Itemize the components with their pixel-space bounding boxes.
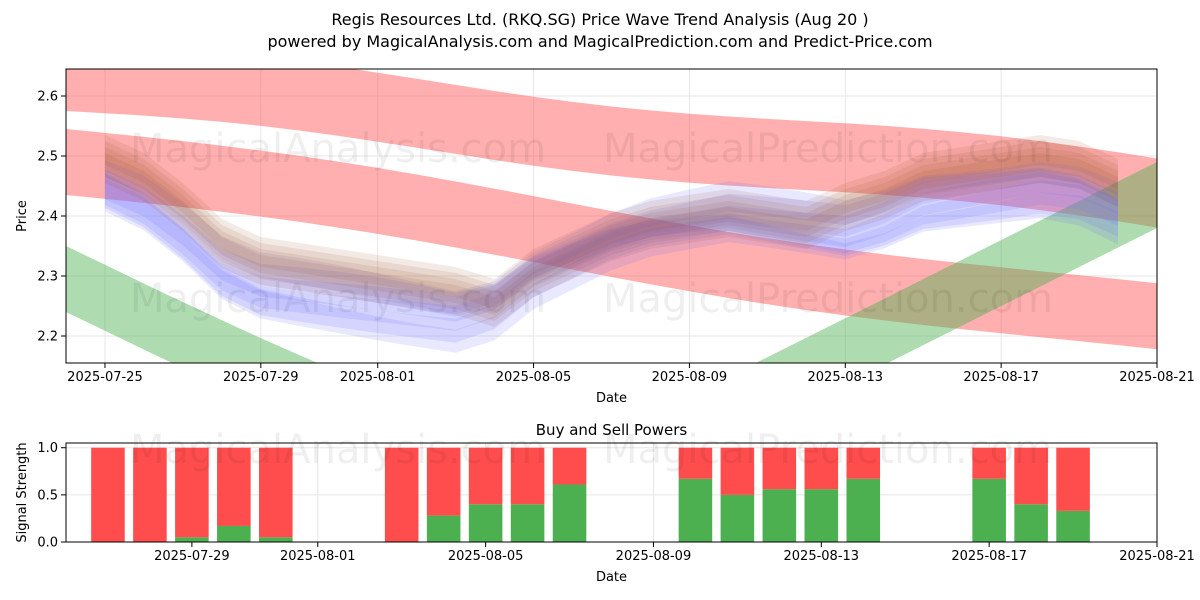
sell-power-bar	[720, 447, 755, 495]
sell-power-bar	[510, 447, 545, 505]
price-y-tick-label: 2.5	[37, 150, 58, 165]
blue-wave-band	[105, 154, 1118, 331]
buy-power-bar	[1014, 504, 1048, 542]
sell-power-bar	[217, 447, 251, 526]
power-y-tick-label: 1.0	[37, 441, 58, 456]
blue-wave-band	[105, 143, 1118, 315]
power-x-axis-label: Date	[596, 570, 627, 585]
power-y-axis-label: Signal Strength	[15, 442, 30, 542]
buy-power-bar	[720, 494, 755, 542]
blue-wave-band	[105, 161, 1118, 343]
price-x-tick-label: 2025-08-17	[963, 370, 1039, 385]
price-x-tick-label: 2025-07-29	[223, 370, 299, 385]
buy-power-bar	[678, 478, 713, 542]
power-y-tick-label: 0.5	[37, 488, 58, 503]
blue-wave-band	[105, 174, 1118, 353]
buy-power-bar	[762, 489, 797, 542]
price-y-tick-label: 2.6	[37, 90, 58, 105]
sell-power-bar	[175, 447, 209, 538]
buy-power-bar	[259, 537, 293, 542]
green-wave-band	[66, 162, 1157, 363]
chart-subtitle: powered by MagicalAnalysis.com and Magic…	[267, 32, 933, 51]
buy-power-bar	[1056, 510, 1090, 542]
price-x-tick-label: 2025-08-05	[496, 370, 572, 385]
buy-power-bar	[426, 515, 461, 542]
buy-power-bar	[972, 478, 1006, 542]
sell-power-bar	[91, 447, 125, 542]
price-y-axis-label: Price	[15, 200, 30, 232]
watermark-text: MagicalPrediction.com	[603, 427, 1053, 473]
sell-power-bar	[972, 447, 1006, 479]
power-y-tick-label: 0.0	[37, 536, 58, 551]
buy-power-bar	[510, 504, 545, 542]
sell-power-bar	[552, 447, 587, 485]
power-x-tick-label: 2025-08-13	[784, 549, 860, 564]
power-chart-title: Buy and Sell Powers	[536, 421, 688, 439]
chart-title: Regis Resources Ltd. (RKQ.SG) Price Wave…	[331, 10, 869, 29]
sell-power-bar	[846, 447, 881, 479]
price-plot-area	[66, 69, 1157, 363]
red-wave-band-upper	[66, 69, 1157, 228]
buy-power-bar	[804, 489, 839, 542]
buy-power-bar	[468, 504, 503, 542]
power-x-tick-label: 2025-08-21	[1119, 549, 1195, 564]
price-y-tick-label: 2.4	[37, 210, 58, 225]
price-y-tick-label: 2.3	[37, 270, 58, 285]
watermark-text: MagicalPrediction.com	[603, 276, 1053, 322]
watermark-text: MagicalPrediction.com	[603, 126, 1053, 172]
red-wave-band-lower	[66, 129, 1157, 350]
sell-power-bar	[1056, 447, 1090, 511]
sell-power-bar	[468, 447, 503, 505]
price-x-tick-label: 2025-08-13	[808, 370, 884, 385]
sell-power-bar	[678, 447, 713, 479]
brown-wave-band	[105, 129, 1118, 315]
sell-power-bar	[804, 447, 839, 490]
power-x-tick-label: 2025-08-17	[951, 549, 1027, 564]
sell-power-bar	[426, 447, 461, 516]
sell-power-bar	[1014, 447, 1048, 505]
sell-power-bar	[259, 447, 293, 538]
buy-power-bar	[217, 525, 251, 542]
blue-wave-band	[105, 149, 1118, 317]
price-x-tick-label: 2025-08-21	[1119, 370, 1195, 385]
price-x-tick-label: 2025-07-25	[67, 370, 143, 385]
brown-wave-band	[105, 135, 1118, 321]
brown-wave-band	[105, 123, 1118, 309]
power-x-tick-label: 2025-08-01	[280, 549, 356, 564]
power-x-tick-label: 2025-07-29	[154, 549, 230, 564]
power-x-tick-label: 2025-08-05	[448, 549, 524, 564]
sell-power-bar	[384, 447, 419, 542]
power-frame	[65, 442, 1158, 543]
brown-wave-band	[105, 141, 1118, 327]
price-x-tick-label: 2025-08-09	[652, 370, 728, 385]
brown-wave-band	[105, 117, 1118, 303]
blue-wave-band	[105, 151, 1118, 322]
price-y-tick-label: 2.2	[37, 330, 58, 345]
sell-power-bar	[762, 447, 797, 490]
watermark-text: MagicalAnalysis.com	[130, 427, 546, 473]
sell-power-bar	[133, 447, 167, 542]
watermark-text: MagicalAnalysis.com	[130, 126, 546, 172]
watermark-text: MagicalAnalysis.com	[130, 276, 546, 322]
buy-power-bar	[846, 478, 881, 542]
buy-power-bar	[552, 484, 587, 542]
price-x-axis-label: Date	[596, 391, 627, 406]
buy-power-bar	[175, 537, 209, 542]
power-x-tick-label: 2025-08-09	[616, 549, 692, 564]
price-x-tick-label: 2025-08-01	[340, 370, 416, 385]
